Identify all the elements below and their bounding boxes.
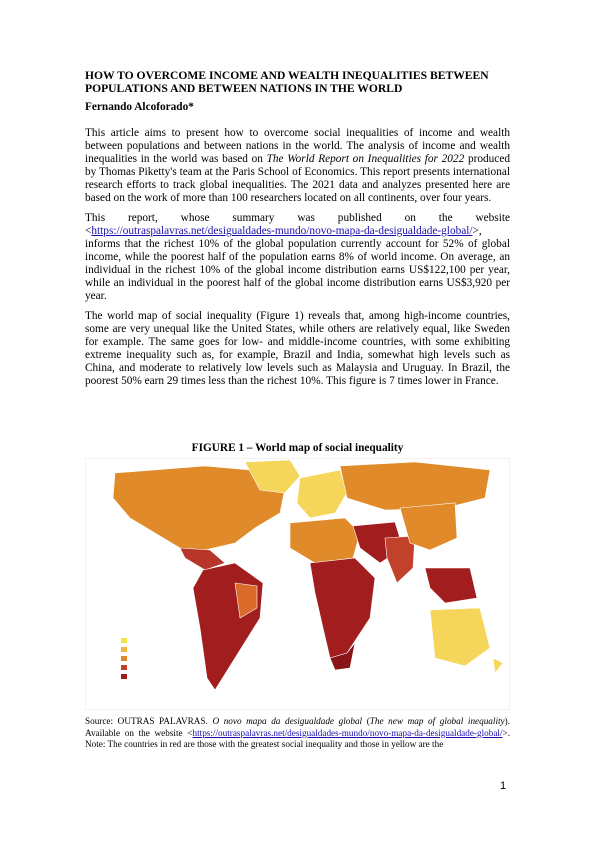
- title: HOW TO OVERCOME INCOME AND WEALTH INEQUA…: [85, 69, 489, 95]
- text: ). Available on the website <: [85, 716, 510, 738]
- header: HOW TO OVERCOME INCOME AND WEALTH INEQUA…: [85, 69, 510, 114]
- author: Fernando Alcoforado*: [85, 101, 194, 113]
- text: Source: OUTRAS PALAVRAS.: [85, 716, 213, 726]
- world-map: [85, 458, 510, 710]
- text: This report, whose summary was published…: [85, 212, 510, 237]
- text: >, informs that the richest 10% of the g…: [85, 225, 510, 302]
- body: This article aims to present how to over…: [85, 127, 510, 388]
- page-number: 1: [500, 780, 507, 792]
- paragraph: This article aims to present how to over…: [85, 127, 510, 205]
- map-shapes: [112, 459, 504, 691]
- map-legend: [121, 638, 127, 679]
- text: The World Report on Inequalities for 202…: [266, 153, 465, 165]
- paragraph: The world map of social inequality (Figu…: [85, 310, 510, 387]
- text: O novo mapa da desigualdade global: [212, 716, 363, 726]
- link[interactable]: https://outraspalavras.net/desigualdades…: [192, 727, 503, 738]
- paragraph: This report, whose summary was published…: [85, 212, 510, 303]
- text: >. Note: The countries in red are those …: [85, 727, 510, 750]
- text: produced by Thomas Piketty's team at the…: [85, 153, 510, 204]
- caption: Source: OUTRAS PALAVRAS. O novo mapa da …: [85, 716, 510, 751]
- text: This article aims to present how to over…: [85, 127, 510, 165]
- figure-title: FIGURE 1 – World map of social inequalit…: [191, 442, 404, 454]
- link[interactable]: https://outraspalavras.net/desigualdades…: [91, 225, 473, 237]
- text: (: [362, 716, 370, 726]
- text: The new map of global inequality: [369, 716, 505, 726]
